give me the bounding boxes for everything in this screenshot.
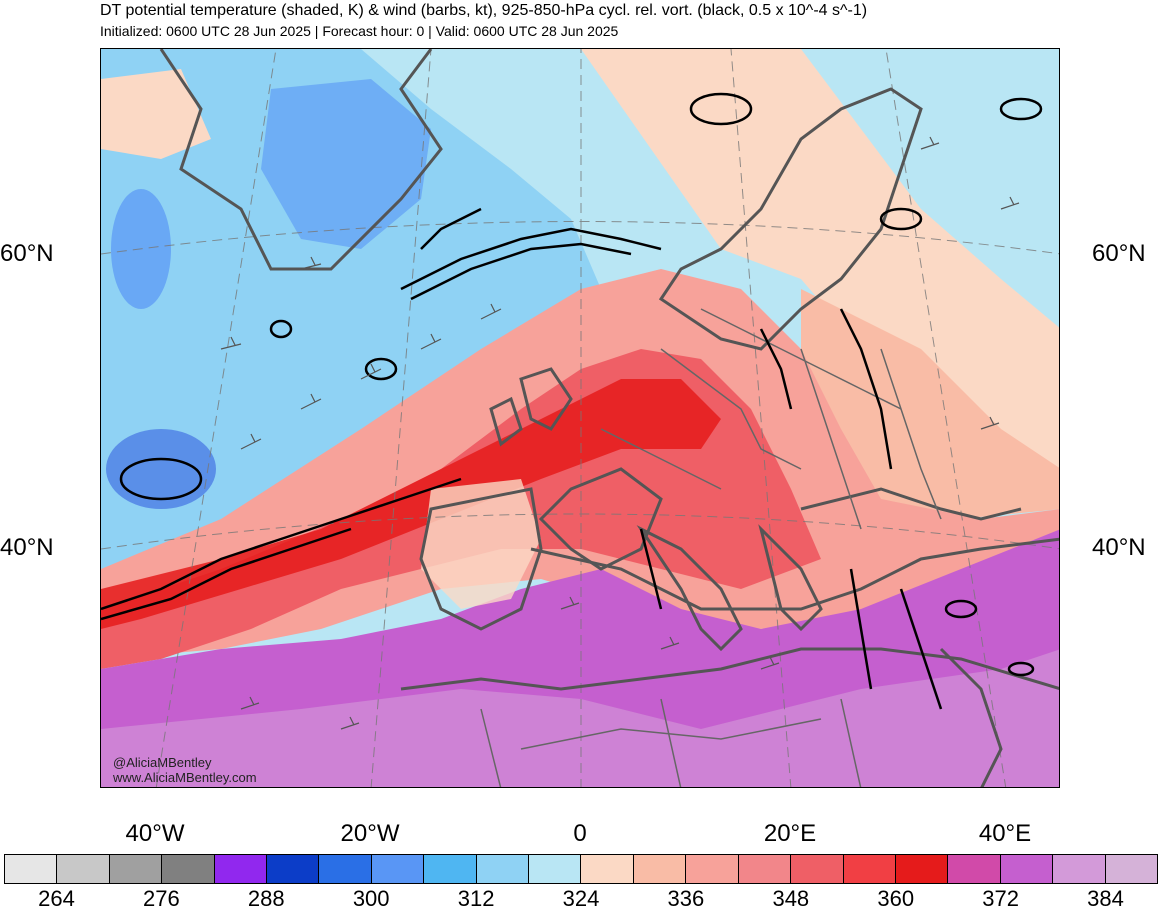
lon-label-0: 0 [573, 820, 587, 847]
map-subtitle: Initialized: 0600 UTC 28 Jun 2025 | Fore… [100, 23, 619, 39]
colorbar-tick-label: 276 [143, 886, 180, 911]
lat-label-60n-left: 60°N [0, 240, 54, 267]
lat-label-60n-right: 60°N [1092, 240, 1146, 267]
colorbar-swatch [948, 855, 1001, 883]
colorbar-swatch [529, 855, 582, 883]
colorbar-tick-label: 288 [247, 886, 285, 911]
credit-website: www.AliciaMBentley.com [113, 770, 257, 785]
lon-label-20w: 20°W [340, 820, 400, 847]
colorbar-swatch [162, 855, 215, 883]
mild-region-east [801, 289, 1059, 519]
colorbar [4, 854, 1158, 884]
colorbar-swatch [214, 855, 268, 883]
colorbar-swatch [109, 855, 163, 883]
map-canvas [101, 49, 1059, 787]
lat-label-40n-left: 40°N [0, 534, 54, 561]
colorbar-tick-label: 384 [1087, 886, 1124, 911]
mild-region-northwest [101, 69, 211, 159]
colorbar-swatch [1000, 855, 1054, 883]
cold-core-greenland [261, 79, 431, 249]
colorbar-swatch [791, 855, 844, 883]
colorbar-swatch [581, 855, 634, 883]
subtropical-lighter [101, 649, 1059, 787]
colorbar-swatch [424, 855, 477, 883]
colorbar-swatch [319, 855, 372, 883]
colorbar-tick-label: 264 [38, 886, 75, 911]
credit-handle: @AliciaMBentley [113, 755, 212, 770]
colorbar-tick-label: 348 [772, 886, 810, 911]
colorbar-swatch [895, 855, 949, 883]
colorbar-swatch [267, 855, 320, 883]
colorbar-swatch [1053, 855, 1106, 883]
lon-label-40w: 40°W [125, 820, 185, 847]
vorticity-contours [101, 92, 1043, 710]
graticule [101, 49, 1059, 787]
colorbar-swatch [686, 855, 739, 883]
colorbar-tick-label: 372 [982, 886, 1019, 911]
lon-label-20e: 20°E [763, 820, 817, 847]
colorbar-tick-label: 360 [877, 886, 915, 911]
iberia-warm-pocket [421, 479, 541, 609]
wind-barbs [220, 136, 1020, 730]
colorbar-tick-label: 324 [562, 886, 600, 911]
map-title: DT potential temperature (shaded, K) & w… [100, 2, 868, 19]
cold-core-atlantic [106, 429, 216, 509]
colorbar-swatch [633, 855, 687, 883]
colorbar-swatch [738, 855, 792, 883]
colorbar-swatch [1105, 855, 1157, 883]
colorbar-tick-label: 312 [457, 886, 495, 911]
colorbar-tick-label: 300 [352, 886, 390, 911]
colorbar-swatch [57, 855, 110, 883]
colorbar-tick-label: 336 [667, 886, 705, 911]
cold-air-region [101, 49, 601, 569]
colorbar-swatch [5, 855, 58, 883]
lon-label-40e: 40°E [978, 820, 1032, 847]
colorbar-swatch [476, 855, 530, 883]
weather-map: @AliciaMBentley www.AliciaMBentley.com [100, 48, 1060, 788]
lat-label-40n-right: 40°N [1092, 534, 1146, 561]
hottest-band [101, 379, 721, 629]
colorbar-swatch [843, 855, 896, 883]
colorbar-swatch [371, 855, 425, 883]
country-borders [480, 308, 942, 787]
